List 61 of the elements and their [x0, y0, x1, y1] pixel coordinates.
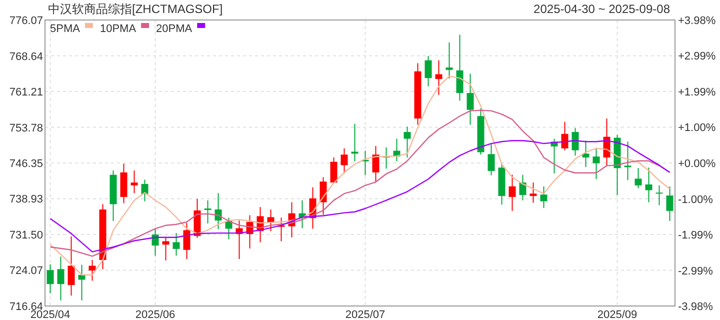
candlestick: [372, 145, 380, 183]
x-tick-label: 2025/09: [597, 309, 638, 320]
y-tick-label: 738.93: [9, 194, 43, 206]
y2-tick-label: +2.99%: [678, 50, 716, 63]
y2-tick-label: +1.99%: [678, 86, 716, 98]
candlestick: [46, 264, 54, 294]
candlestick: [267, 208, 274, 232]
candlestick: [592, 147, 600, 180]
candlestick: [183, 222, 190, 260]
chart-subtitle: 2025-04-30 ~ 2025-09-08: [534, 2, 670, 16]
y2-tick-label: -3.98%: [678, 301, 714, 313]
candlestick: [57, 256, 64, 301]
candlestick: [666, 186, 674, 222]
candlestick: [68, 236, 75, 296]
candlestick: [141, 179, 148, 202]
y-tick-label: 731.50: [9, 229, 43, 242]
y2-tick-label: -1.00%: [678, 194, 714, 206]
candlestick: [561, 121, 568, 151]
y-tick-label: 753.78: [9, 122, 43, 134]
candlestick: [446, 42, 453, 80]
y2-tick-label: -2.99%: [678, 265, 714, 278]
y-tick-label: 724.07: [9, 265, 43, 278]
candlestick: [456, 34, 464, 102]
y-tick-label: 776.07: [9, 15, 43, 27]
legend-label: 20PMA: [156, 23, 193, 35]
candlestick: [172, 232, 180, 256]
y-tick-label: 746.35: [9, 158, 43, 170]
candlestick: [540, 186, 548, 209]
candlestick: [88, 259, 96, 282]
candlestick: [162, 236, 170, 261]
x-tick-label: 2025/06: [135, 309, 176, 320]
y2-tick-label: +3.98%: [678, 15, 716, 27]
y2-tick-label: +0.00%: [678, 158, 716, 170]
candlestick: [130, 170, 138, 194]
legend-label: 5PMA: [50, 23, 81, 35]
candlestick: [530, 182, 537, 204]
y-tick-label: 768.64: [9, 50, 43, 63]
candlestick: [519, 174, 526, 201]
candlestick: [624, 141, 632, 181]
candlestick: [404, 126, 411, 158]
chart-title: 中汉软商品综指[ZHCTMAGSOF]: [48, 2, 223, 16]
x-tick-label: 2025/04: [30, 309, 70, 320]
candlestick: [362, 150, 369, 176]
legend-label: 10PMA: [100, 23, 137, 35]
candlestick: [435, 60, 442, 96]
candlestick: [204, 200, 212, 224]
candlestick: [351, 123, 358, 162]
candlestick: [488, 142, 495, 176]
y2-tick-label: +1.00%: [678, 122, 716, 134]
candlestick: [572, 128, 579, 156]
x-tick-label: 2025/07: [345, 309, 386, 320]
candlestick: [340, 148, 348, 174]
candlestick: [508, 174, 516, 212]
y-tick-label: 761.21: [9, 86, 43, 99]
candlestick: [634, 168, 642, 189]
candlestick: [424, 55, 432, 87]
candlestick: [656, 184, 663, 206]
candlestick: [466, 73, 474, 126]
y2-tick-label: -1.99%: [678, 230, 714, 242]
candlestick: [582, 140, 590, 168]
candlestick: [645, 167, 652, 203]
